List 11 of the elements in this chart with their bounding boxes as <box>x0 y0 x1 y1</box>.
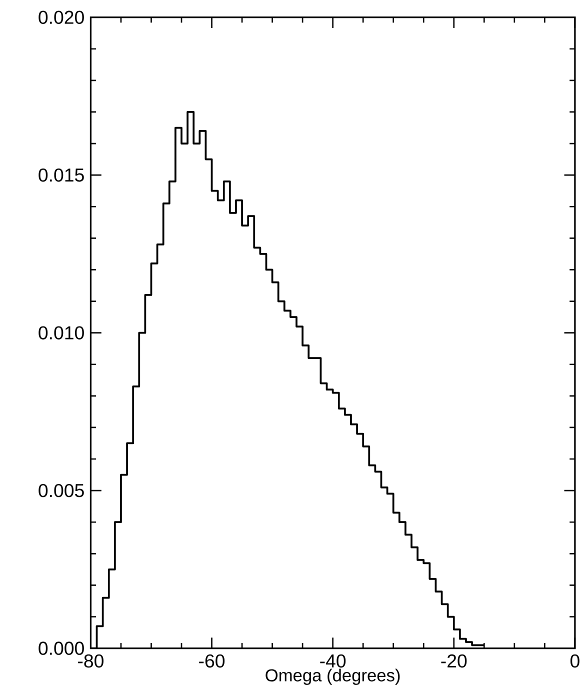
y-tick-label: 0.000 <box>38 642 84 655</box>
y-tick-label: 0.015 <box>38 168 84 182</box>
x-tick-label: -20 <box>441 654 467 668</box>
x-tick-label: -40 <box>320 654 346 668</box>
x-tick-label: -80 <box>78 654 104 668</box>
x-axis-title: Omega (degrees) <box>266 668 400 685</box>
y-tick-label: 0.010 <box>38 326 84 340</box>
y-tick-label: 0.005 <box>38 484 84 498</box>
x-tick-label: 0 <box>570 654 580 668</box>
x-tick-label: -60 <box>198 654 224 668</box>
y-tick-label: 0.020 <box>38 10 84 24</box>
